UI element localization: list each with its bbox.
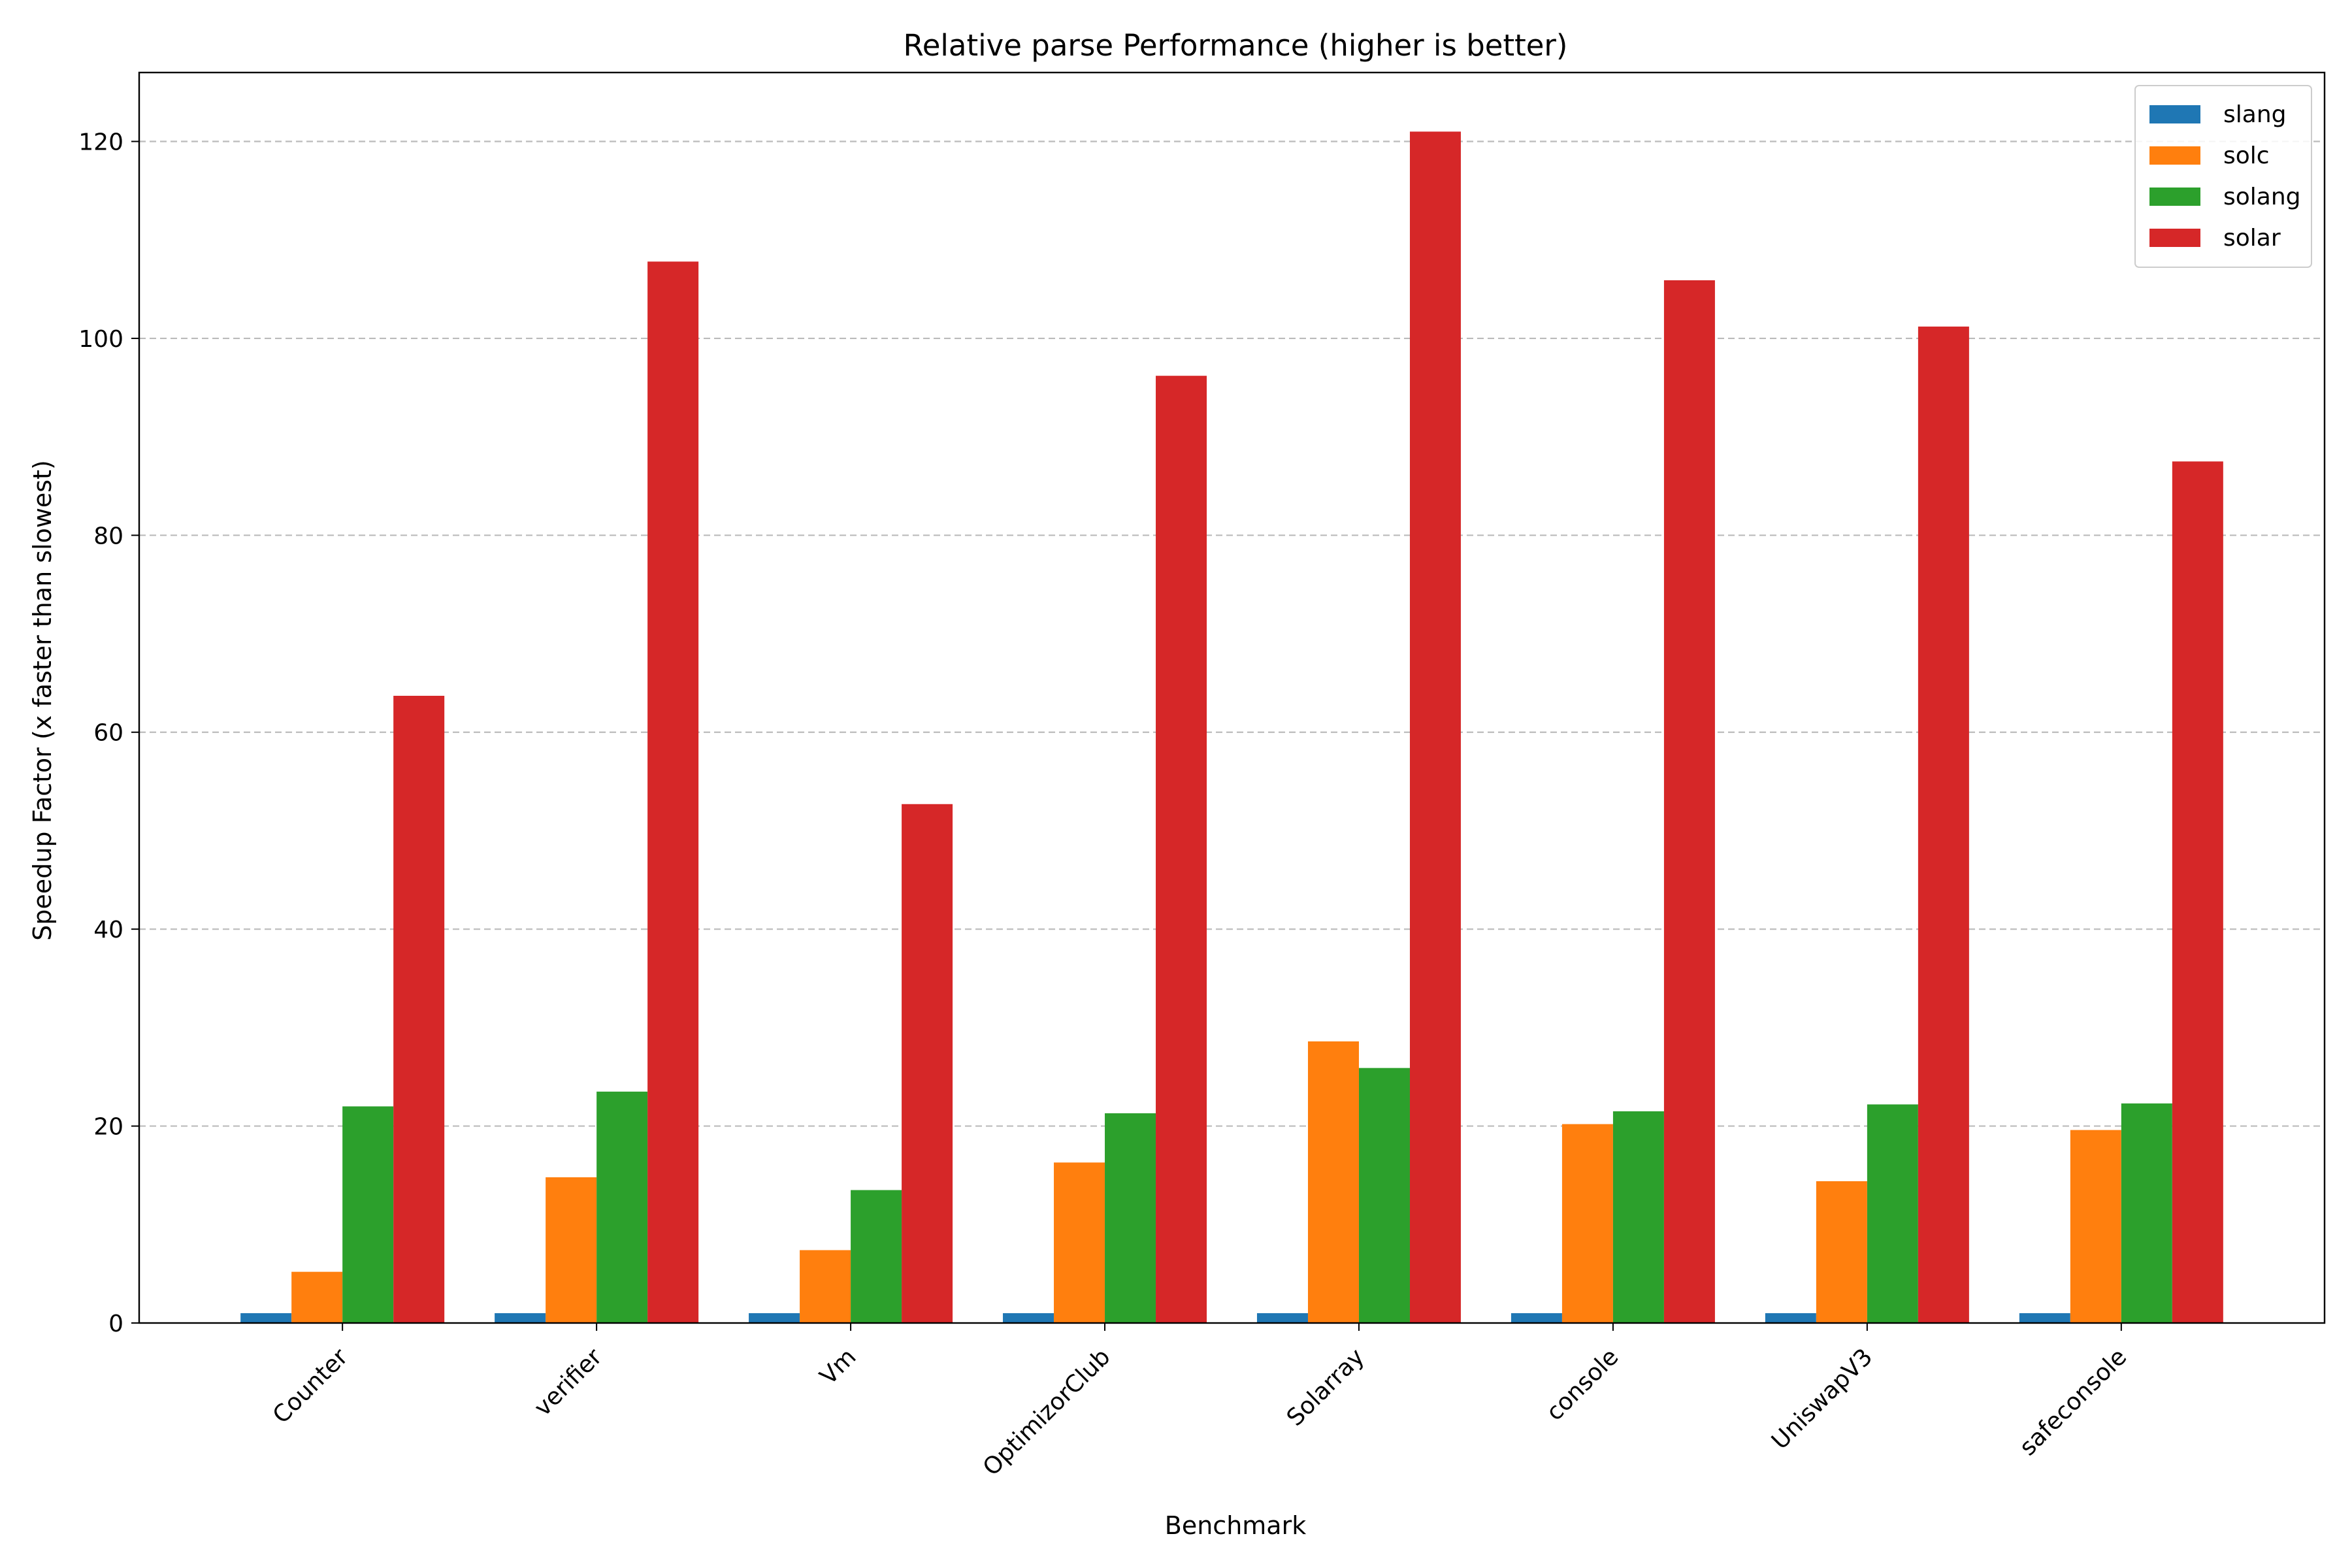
bar-solang xyxy=(342,1106,394,1323)
gridlines xyxy=(139,140,2325,1127)
x-axis-title: Benchmark xyxy=(1165,1511,1306,1540)
bar-solang xyxy=(596,1091,648,1323)
bar-slang xyxy=(1256,1313,1308,1323)
x-tick-label: safeconsole xyxy=(2015,1343,2132,1461)
y-tick-label: 20 xyxy=(93,1114,123,1141)
legend-label-solc: solc xyxy=(2223,142,2270,169)
bar-solc xyxy=(2070,1130,2121,1323)
bar-solang xyxy=(1867,1104,1918,1323)
y-tick-label: 60 xyxy=(93,720,123,747)
bar-slang xyxy=(240,1313,292,1323)
y-tick-label: 80 xyxy=(93,523,123,549)
bar-solc xyxy=(546,1177,597,1323)
chart-title: Relative parse Performance (higher is be… xyxy=(903,28,1567,63)
bar-solang xyxy=(2121,1103,2172,1323)
x-tick-label: Counter xyxy=(268,1343,353,1429)
legend-swatch-slang xyxy=(2149,105,2200,123)
bar-solang xyxy=(1105,1113,1156,1323)
bar-slang xyxy=(1003,1313,1054,1323)
bar-solar xyxy=(1156,376,1207,1324)
bar-solar xyxy=(647,261,699,1324)
bar-slang xyxy=(749,1313,800,1323)
bar-solar xyxy=(902,804,953,1323)
bars xyxy=(240,131,2223,1324)
bar-solar xyxy=(2172,461,2223,1323)
bar-solar xyxy=(1663,280,1715,1324)
legend-label-slang: slang xyxy=(2223,101,2287,128)
plot-frame xyxy=(138,71,2326,1324)
bar-solc xyxy=(1307,1041,1359,1323)
bar-solc xyxy=(291,1271,343,1323)
bar-solar xyxy=(1918,326,1969,1323)
bar-slang xyxy=(1765,1313,1816,1323)
bar-solang xyxy=(851,1190,902,1323)
bar-solang xyxy=(1358,1068,1410,1323)
y-tick-label: 100 xyxy=(78,326,123,353)
x-tick-label: Solarray xyxy=(1282,1343,1370,1431)
bar-solc xyxy=(800,1250,851,1323)
x-tick-label: console xyxy=(1541,1343,1624,1426)
legend-box xyxy=(2134,85,2312,268)
bar-solar xyxy=(393,695,445,1323)
bar-solar xyxy=(1409,131,1461,1324)
y-tick-label: 0 xyxy=(108,1311,123,1337)
x-tick-label: verifier xyxy=(529,1343,608,1422)
y-tick-label: 40 xyxy=(93,917,123,943)
legend: slang solc solang solar xyxy=(2134,85,2312,268)
bar-solc xyxy=(1816,1181,1867,1323)
bar-solang xyxy=(1612,1111,1664,1323)
x-tick-label: OptimizorClub xyxy=(978,1343,1116,1481)
legend-label-solar: solar xyxy=(2223,225,2281,252)
x-tick-label: Vm xyxy=(815,1343,861,1390)
y-tick-label: 120 xyxy=(78,129,123,155)
legend-swatch-solar xyxy=(2149,229,2200,247)
bar-slang xyxy=(1511,1313,1562,1323)
bar-slang xyxy=(495,1313,546,1323)
y-axis-title: Speedup Factor (x faster than slowest) xyxy=(28,460,57,941)
legend-label-solang: solang xyxy=(2223,184,2301,210)
bar-slang xyxy=(2019,1313,2070,1323)
bar-solc xyxy=(1054,1162,1105,1323)
axes xyxy=(131,71,2326,1331)
legend-swatch-solc xyxy=(2149,146,2200,165)
bar-solc xyxy=(1561,1124,1613,1323)
legend-swatch-solang xyxy=(2149,188,2200,206)
x-tick-label: UniswapV3 xyxy=(1767,1343,1878,1454)
